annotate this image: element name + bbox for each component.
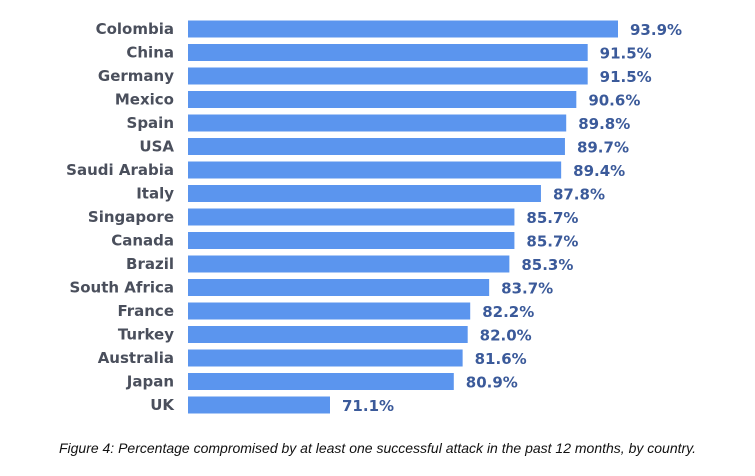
category-label-japan: Japan [126,373,174,391]
category-label-germany: Germany [98,67,174,85]
bar-turkey [188,326,468,343]
category-label-mexico: Mexico [115,91,174,109]
category-label-colombia: Colombia [96,20,174,38]
bar-brazil [188,255,510,273]
category-label-canada: Canada [111,232,174,250]
category-label-south-africa: South Africa [69,279,174,297]
value-label-south-africa: 83.7% [501,280,553,298]
value-label-colombia: 93.9% [630,21,682,39]
bar-germany [188,67,588,85]
bar-colombia [188,20,618,38]
value-label-italy: 87.8% [553,186,605,204]
bar-south-africa [188,279,490,296]
value-label-saudi-arabia: 89.4% [573,162,625,180]
category-label-australia: Australia [98,349,174,367]
category-label-france: France [117,302,174,320]
value-label-spain: 89.8% [578,115,630,133]
category-label-china: China [126,44,174,62]
bar-mexico [188,91,577,108]
value-label-brazil: 85.3% [521,256,573,274]
value-label-france: 82.2% [482,303,534,321]
value-label-japan: 80.9% [466,374,518,392]
category-label-saudi-arabia: Saudi Arabia [66,161,174,179]
bar-italy [188,185,541,202]
bar-china [188,44,588,61]
value-label-canada: 85.7% [526,233,578,251]
bar-france [188,302,471,320]
category-label-singapore: Singapore [88,208,174,226]
bar-uk [188,396,330,414]
category-label-usa: USA [139,138,174,156]
category-label-turkey: Turkey [118,326,174,344]
bar-saudi-arabia [188,161,562,179]
value-label-mexico: 90.6% [588,92,640,110]
bar-spain [188,114,567,132]
bar-australia [188,349,463,367]
category-label-italy: Italy [136,185,174,203]
figure-caption: Figure 4: Percentage compromised by at l… [58,440,697,456]
value-label-china: 91.5% [600,45,652,63]
bar-usa [188,138,565,155]
value-label-usa: 89.7% [577,139,629,157]
value-label-singapore: 85.7% [526,209,578,227]
category-label-uk: UK [150,396,175,414]
value-label-australia: 81.6% [475,350,527,368]
value-label-uk: 71.1% [342,397,394,415]
bar-canada [188,232,515,249]
bar-singapore [188,208,515,226]
value-label-germany: 91.5% [600,68,652,86]
bars-layer: Colombia 93.9% China 91.5% Germany 91.5% Mexic… [66,20,682,415]
bar-japan [188,373,454,390]
category-label-spain: Spain [127,114,174,132]
value-label-turkey: 82.0% [480,327,532,345]
category-label-brazil: Brazil [126,255,174,273]
